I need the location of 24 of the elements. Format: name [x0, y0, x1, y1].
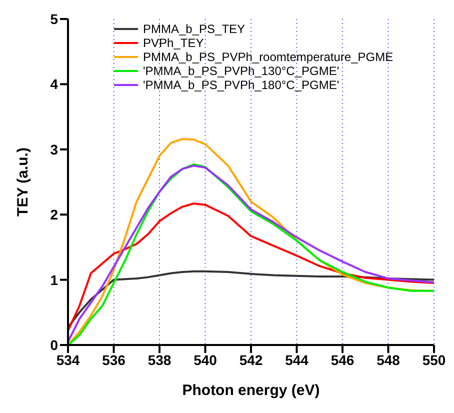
y-tick-label: 3: [50, 141, 58, 158]
legend-label: PVPh_TEY: [143, 36, 204, 50]
legend-label: 'PMMA_b_PS_PVPh_180°C_PGME': [143, 78, 340, 92]
y-tick-label: 1: [50, 272, 58, 288]
x-tick-label: 546: [330, 352, 354, 368]
x-tick-label: 536: [102, 352, 126, 368]
y-tick-label: 4: [50, 76, 58, 92]
x-tick-label: 538: [148, 352, 172, 368]
x-axis-title: Photon energy (eV): [182, 382, 320, 399]
x-tick-label: 534: [56, 352, 80, 368]
y-tick-label: 2: [50, 206, 58, 223]
x-tick-label: 550: [422, 352, 446, 368]
x-tick-label: 542: [239, 352, 263, 368]
legend-label: PMMA_b_PS_TEY: [143, 22, 246, 36]
x-tick-label: 540: [194, 352, 218, 368]
legend-label: PMMA_b_PS_PVPh_roomtemperature_PGME: [143, 50, 394, 64]
line-series: [68, 202, 434, 332]
x-tick-label: 544: [285, 352, 309, 368]
y-tick-label: 0: [50, 336, 58, 353]
legend-label: 'PMMA_b_PS_PVPh_130°C_PGME': [143, 64, 340, 78]
line-series: [68, 270, 434, 328]
y-axis-title: TEY (a.u.): [14, 148, 32, 216]
y-tick-label: 5: [50, 10, 58, 27]
x-tick-label: 548: [376, 352, 400, 368]
